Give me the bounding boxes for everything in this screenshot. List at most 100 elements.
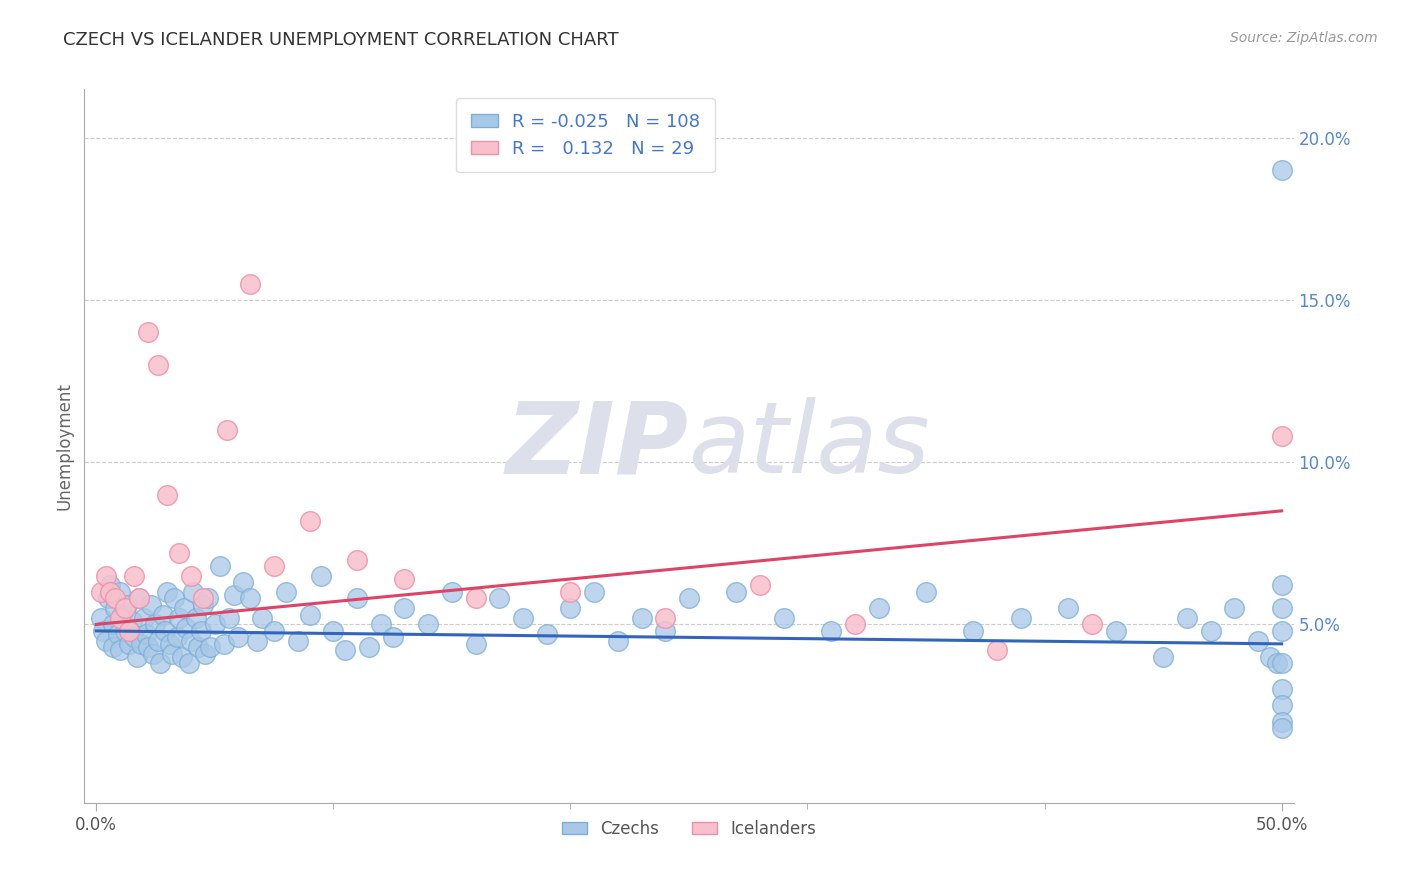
Point: [560, 601, 582, 615]
Point: [167, 611, 190, 625]
Point: [149, 657, 172, 671]
Point: [145, 617, 167, 632]
Point: [114, 601, 136, 615]
Point: [166, 631, 188, 645]
Point: [198, 640, 221, 654]
Point: [1271, 721, 1294, 735]
Point: [440, 585, 463, 599]
Point: [986, 643, 1008, 657]
Point: [1271, 163, 1294, 178]
Point: [159, 637, 181, 651]
Point: [176, 621, 198, 635]
Point: [132, 611, 155, 625]
Point: [394, 572, 416, 586]
Point: [104, 591, 127, 606]
Point: [844, 617, 866, 632]
Point: [725, 585, 748, 599]
Point: [190, 624, 212, 638]
Point: [156, 488, 179, 502]
Point: [142, 647, 165, 661]
Text: atlas: atlas: [689, 398, 931, 494]
Point: [1271, 578, 1294, 592]
Point: [962, 624, 984, 638]
Point: [153, 624, 176, 638]
Point: [208, 559, 231, 574]
Point: [222, 588, 245, 602]
Text: CZECH VS ICELANDER UNEMPLOYMENT CORRELATION CHART: CZECH VS ICELANDER UNEMPLOYMENT CORRELAT…: [63, 31, 619, 49]
Point: [91, 624, 114, 638]
Point: [1271, 624, 1294, 638]
Point: [204, 617, 226, 632]
Point: [121, 614, 143, 628]
Point: [104, 601, 127, 615]
Point: [239, 591, 262, 606]
Text: Source: ZipAtlas.com: Source: ZipAtlas.com: [1230, 31, 1378, 45]
Legend: Czechs, Icelanders: Czechs, Icelanders: [555, 814, 823, 845]
Point: [118, 637, 141, 651]
Point: [156, 585, 179, 599]
Point: [194, 647, 217, 661]
Text: ZIP: ZIP: [506, 398, 689, 494]
Point: [94, 568, 117, 582]
Point: [177, 657, 200, 671]
Point: [1081, 617, 1104, 632]
Point: [654, 624, 676, 638]
Point: [488, 591, 510, 606]
Point: [298, 514, 321, 528]
Point: [125, 649, 148, 664]
Point: [560, 585, 582, 599]
Point: [1271, 657, 1294, 671]
Point: [311, 568, 333, 582]
Point: [228, 631, 250, 645]
Point: [287, 633, 309, 648]
Point: [118, 624, 141, 638]
Point: [274, 585, 297, 599]
Point: [122, 568, 145, 582]
Point: [108, 643, 131, 657]
Point: [298, 607, 321, 622]
Point: [464, 591, 486, 606]
Point: [100, 585, 122, 599]
Point: [1271, 601, 1294, 615]
Point: [868, 601, 890, 615]
Point: [108, 611, 131, 625]
Point: [94, 633, 117, 648]
Point: [1199, 624, 1222, 638]
Point: [114, 624, 136, 638]
Point: [152, 607, 174, 622]
Point: [606, 633, 628, 648]
Point: [370, 617, 392, 632]
Point: [346, 552, 368, 566]
Point: [191, 598, 214, 612]
Point: [184, 611, 207, 625]
Point: [180, 633, 202, 648]
Point: [160, 647, 183, 661]
Point: [246, 633, 269, 648]
Point: [183, 585, 205, 599]
Point: [90, 611, 112, 625]
Point: [263, 624, 285, 638]
Point: [583, 585, 606, 599]
Point: [1271, 682, 1294, 697]
Point: [135, 627, 157, 641]
Point: [394, 601, 416, 615]
Point: [1105, 624, 1128, 638]
Point: [187, 640, 209, 654]
Point: [357, 640, 380, 654]
Point: [170, 649, 193, 664]
Point: [263, 559, 285, 574]
Point: [239, 277, 262, 291]
Point: [512, 611, 534, 625]
Y-axis label: Unemployment: Unemployment: [55, 382, 73, 510]
Point: [163, 591, 186, 606]
Point: [346, 591, 368, 606]
Point: [101, 640, 124, 654]
Point: [97, 591, 120, 606]
Point: [1271, 714, 1294, 729]
Point: [333, 643, 356, 657]
Point: [107, 627, 129, 641]
Point: [115, 598, 138, 612]
Point: [772, 611, 794, 625]
Point: [111, 607, 134, 622]
Point: [173, 601, 195, 615]
